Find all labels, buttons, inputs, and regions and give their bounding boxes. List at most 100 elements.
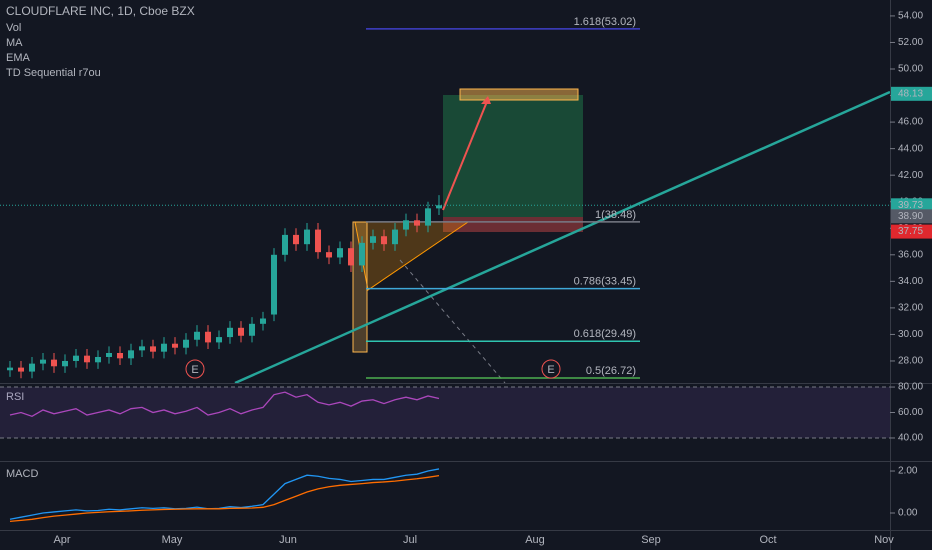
y-tick-label: 0.00 <box>898 508 918 519</box>
y-tick-label: 2.00 <box>898 466 918 477</box>
candle-body <box>403 220 409 230</box>
x-tick-label: Sep <box>641 534 661 546</box>
y-tick-label: 34.00 <box>898 276 923 287</box>
macd-line <box>9 468 440 520</box>
candle-body <box>260 318 266 324</box>
candle-body <box>7 367 13 371</box>
y-tick-label: 36.00 <box>898 249 923 260</box>
y-tick-label: 46.00 <box>898 117 923 128</box>
candle-body <box>106 353 112 357</box>
y-tick-label: 32.00 <box>898 303 923 314</box>
x-tick-label: Jun <box>279 534 297 546</box>
earnings-label: E <box>547 364 554 376</box>
fib-label: 0.786(33.45) <box>574 276 636 288</box>
x-tick-label: May <box>162 534 183 546</box>
indicator: EMA <box>6 52 31 64</box>
candle-body <box>51 359 57 367</box>
target-box <box>459 88 579 101</box>
indicator: Vol <box>6 22 21 34</box>
target-zone <box>443 95 583 217</box>
candle-body <box>183 339 189 348</box>
candle-body <box>238 327 244 336</box>
fib-label: 1(38.48) <box>595 209 636 221</box>
candle-body <box>293 234 299 245</box>
candle-body <box>128 350 134 359</box>
price-tag <box>891 198 932 213</box>
candle-body <box>436 205 442 209</box>
rsi-line <box>9 391 440 418</box>
candle-body <box>359 242 365 266</box>
price-tag <box>891 209 932 224</box>
y-tick-label: 50.00 <box>898 64 923 75</box>
price-tag-label: 37.75 <box>898 226 923 237</box>
candle-body <box>139 346 145 351</box>
candle-body <box>249 323 255 336</box>
candle-body <box>425 208 431 226</box>
indicator: TD Sequential r7ou <box>6 67 101 79</box>
price-tag-label: 38.90 <box>898 211 923 222</box>
indicator: MA <box>6 37 23 49</box>
candle-body <box>95 356 101 363</box>
candle-body <box>205 331 211 343</box>
candle-body <box>304 229 310 245</box>
candle-body <box>414 220 420 226</box>
candle-body <box>117 353 123 359</box>
flag-pole <box>352 221 368 353</box>
candle-body <box>73 355 79 361</box>
arrow-head <box>481 96 491 104</box>
candle-body <box>282 234 288 255</box>
candle-body <box>326 252 332 258</box>
candle-body <box>315 229 321 253</box>
earnings-label: E <box>191 364 198 376</box>
price-tag-label: 39.73 <box>898 200 923 211</box>
y-tick-label: 42.00 <box>898 170 923 181</box>
candle-body <box>194 331 200 340</box>
candle-body <box>216 337 222 343</box>
candle-body <box>29 363 35 372</box>
y-tick-label: 40.00 <box>898 433 923 444</box>
y-tick-label: 54.00 <box>898 11 923 22</box>
candle-body <box>172 343 178 348</box>
fib-label: 1.618(53.02) <box>574 16 636 28</box>
candle-body <box>161 343 167 352</box>
arrow <box>442 98 489 211</box>
price-tag-label: 48.13 <box>898 88 923 99</box>
drawings <box>234 88 891 385</box>
candle-body <box>18 367 24 372</box>
candle-body <box>62 360 68 367</box>
candle-body <box>227 327 233 338</box>
x-tick-label: Nov <box>874 534 894 546</box>
candle-body <box>381 236 387 245</box>
price-tag <box>891 224 932 239</box>
candle-body <box>348 248 354 266</box>
chart-title: CLOUDFLARE INC, 1D, Cboe BZX <box>6 4 195 18</box>
y-tick-label: 52.00 <box>898 37 923 48</box>
price-tag <box>891 86 932 101</box>
candle-body <box>84 355 90 363</box>
candle-body <box>150 346 156 352</box>
candle-body <box>271 254 277 315</box>
y-tick-label: 80.00 <box>898 382 923 393</box>
macd-line <box>9 474 440 523</box>
stop-zone <box>443 217 583 232</box>
candle-body <box>392 229 398 245</box>
fib-label: 0.5(26.72) <box>586 365 636 377</box>
candle-body <box>337 248 343 258</box>
x-tick-label: Jul <box>403 534 417 546</box>
fib-label: 0.618(29.49) <box>574 328 636 340</box>
earnings-marker <box>541 359 561 379</box>
dashed-line <box>399 259 506 384</box>
earnings-marker <box>185 359 205 379</box>
candle-body <box>370 236 376 243</box>
x-tick-label: Oct <box>759 534 776 546</box>
x-tick-label: Aug <box>525 534 545 546</box>
rsi-label: RSI <box>6 391 24 403</box>
macd-label: MACD <box>6 468 38 480</box>
trend-line <box>234 90 891 385</box>
candle-body <box>40 359 46 364</box>
y-tick-label: 30.00 <box>898 329 923 340</box>
y-tick-label: 44.00 <box>898 143 923 154</box>
rsi-band <box>0 387 890 438</box>
